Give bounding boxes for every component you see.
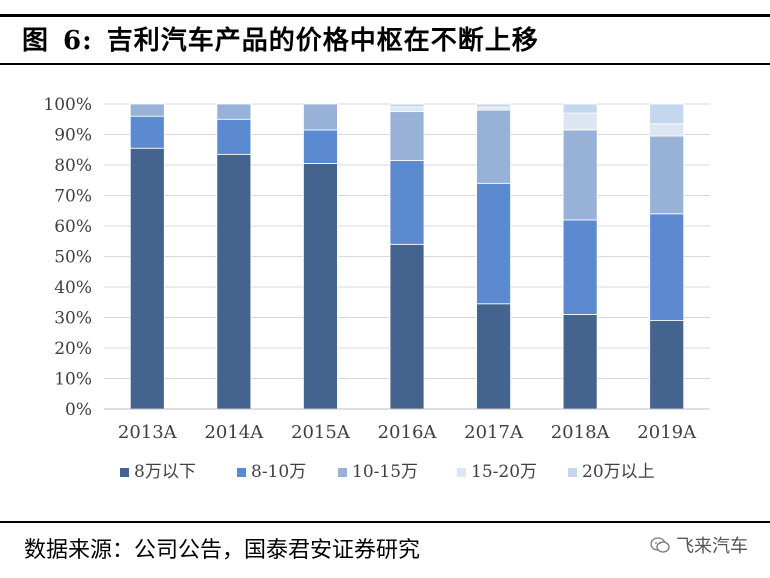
bar-segment <box>562 219 598 315</box>
bar-segment <box>303 129 338 164</box>
y-tick-label: 50% <box>54 248 92 268</box>
figure-title: 图 6: 吉利汽车产品的价格中枢在不断上移 <box>22 20 539 57</box>
y-tick-label: 40% <box>54 278 92 298</box>
legend-swatch <box>338 468 347 477</box>
x-tick-label: 2014A <box>204 422 264 443</box>
y-tick-label: 0% <box>65 400 92 420</box>
bar-segment <box>216 153 252 410</box>
figure-title-text: 吉利汽车产品的价格中枢在不断上移 <box>106 26 539 56</box>
figure-number: 6: <box>63 26 93 56</box>
y-tick-label: 80% <box>54 156 92 176</box>
y-tick-label: 30% <box>54 309 92 329</box>
bar-segment <box>476 109 511 184</box>
x-tick-label: 2013A <box>118 422 178 443</box>
legend-swatch <box>120 468 129 477</box>
x-tick-label: 2016A <box>378 422 438 443</box>
y-tick-label: 100% <box>43 95 92 115</box>
bar-segment <box>389 111 425 161</box>
source-note: 数据来源：公司公告，国泰君安证券研究 <box>24 538 421 563</box>
bar-segment <box>562 129 598 221</box>
legend-label: 20万以上 <box>582 462 655 482</box>
legend: 8万以下 8-10万 10-15万 15-20万 20万以上 <box>120 462 655 482</box>
x-tick-label: 2018A <box>551 422 611 443</box>
bar-segment <box>216 118 252 155</box>
bar-segment <box>389 160 425 245</box>
y-axis-ticks: 0% 10% 20% 30% 40% 50% 60% 70% 80% 90% 100% <box>43 95 92 420</box>
bar-segment <box>562 314 598 410</box>
watermark-text: 飞来汽车 <box>676 536 748 557</box>
bottom-rule <box>0 521 770 523</box>
top-rule <box>0 14 770 17</box>
bar-segment <box>562 103 598 114</box>
legend-label: 8万以下 <box>134 462 196 482</box>
x-axis-ticks: 2013A 2014A 2015A 2016A 2017A 2018A 2019A <box>118 422 697 443</box>
y-tick-label: 90% <box>54 126 92 146</box>
watermark: 飞来汽车 <box>650 532 748 558</box>
bar-segment <box>649 123 685 137</box>
bar-segment <box>389 103 425 108</box>
bar-segment <box>562 112 598 131</box>
bar-segment <box>476 182 511 305</box>
legend-swatch <box>568 468 577 477</box>
bar-segment <box>389 243 425 410</box>
bar-segment <box>476 303 511 410</box>
bar-segment <box>303 103 338 131</box>
y-tick-label: 10% <box>54 370 92 390</box>
bar-segment <box>389 106 425 113</box>
bar-segment <box>476 106 511 111</box>
legend-label: 10-15万 <box>352 462 418 482</box>
legend-swatch <box>457 468 466 477</box>
x-tick-label: 2017A <box>464 422 524 443</box>
chat-bubble-icon <box>650 537 670 553</box>
bar-segment <box>303 163 338 410</box>
y-tick-label: 70% <box>54 187 92 207</box>
legend-label: 8-10万 <box>251 462 306 482</box>
bar-segment <box>476 103 511 108</box>
bar-segment <box>649 135 685 215</box>
figure-label: 图 <box>22 26 50 56</box>
bar-segment <box>649 320 685 410</box>
bar-segment <box>649 213 685 321</box>
bar-segment <box>216 103 252 120</box>
stacked-bar-chart: 0%10%20%30%40%50%60%70%80%90%100% 2013A 2… <box>43 95 710 482</box>
legend-swatch <box>237 468 246 477</box>
bar-segment <box>129 147 165 410</box>
y-tick-label: 60% <box>54 217 92 237</box>
bar-segment <box>649 103 685 125</box>
bar-segment <box>129 103 165 117</box>
y-tick-label: 20% <box>54 339 92 359</box>
legend-label: 15-20万 <box>471 462 537 482</box>
bar-segment <box>129 115 165 149</box>
bars <box>129 103 685 410</box>
x-tick-label: 2019A <box>637 422 697 443</box>
title-rule <box>0 63 770 65</box>
x-tick-label: 2015A <box>291 422 351 443</box>
